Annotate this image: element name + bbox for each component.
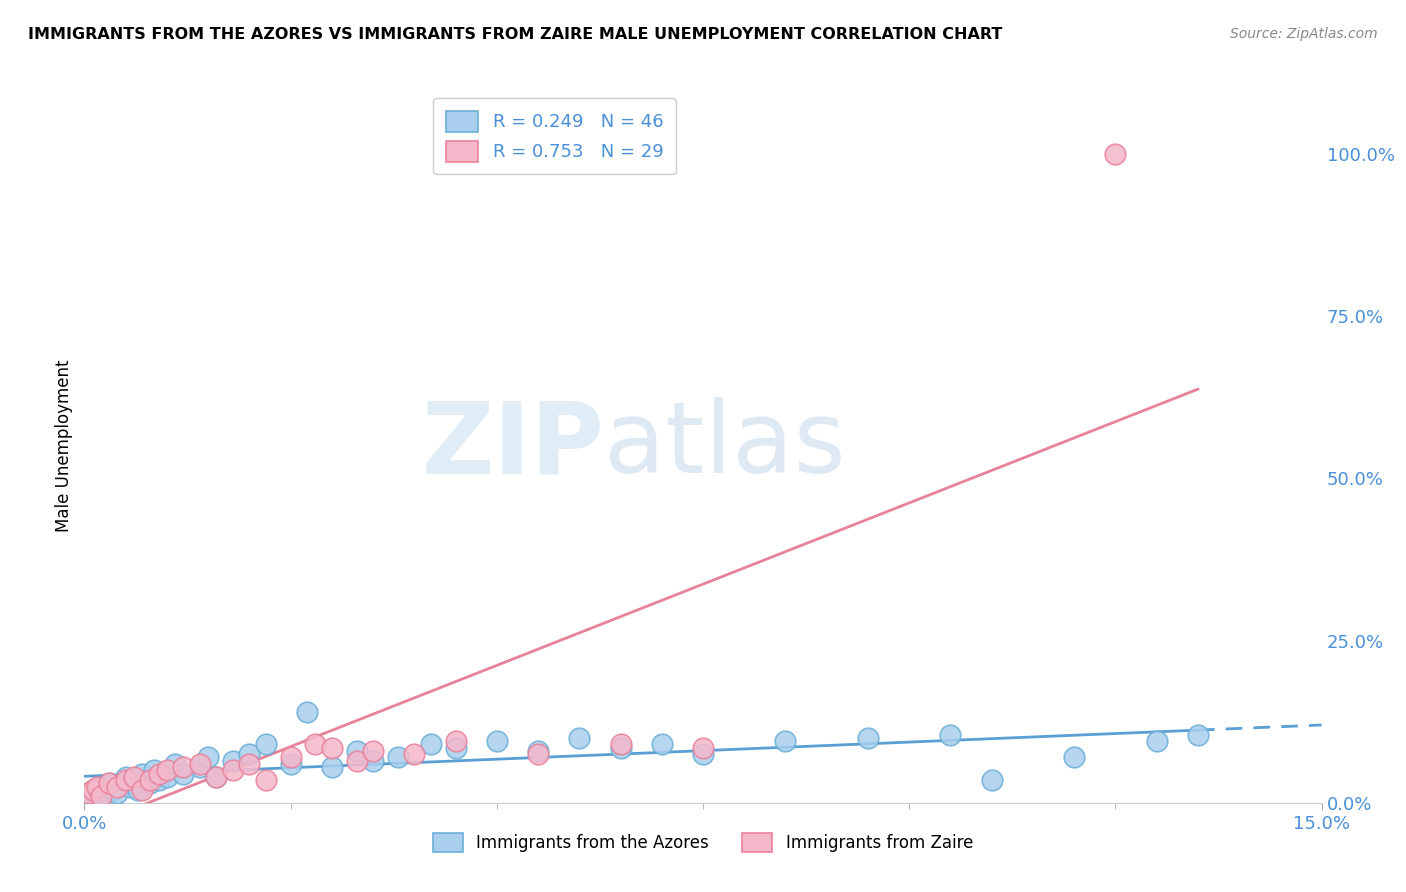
Point	[321, 740, 343, 755]
Point	[94, 786, 117, 800]
Point	[165, 756, 187, 771]
Text: atlas: atlas	[605, 398, 845, 494]
Y-axis label: Male Unemployment: Male Unemployment	[55, 359, 73, 533]
Point	[222, 764, 245, 778]
Point	[444, 740, 467, 755]
Point	[527, 747, 550, 761]
Point	[148, 773, 170, 788]
Point	[103, 782, 125, 797]
Point	[197, 750, 219, 764]
Point	[1063, 750, 1085, 764]
Point	[321, 760, 343, 774]
Point	[527, 744, 550, 758]
Point	[1104, 147, 1126, 161]
Point	[86, 780, 108, 794]
Point	[238, 747, 260, 761]
Point	[86, 789, 108, 804]
Point	[127, 782, 149, 797]
Point	[387, 750, 409, 764]
Point	[172, 760, 194, 774]
Point	[346, 744, 368, 758]
Point	[105, 780, 128, 794]
Point	[114, 770, 136, 784]
Point	[82, 782, 104, 797]
Point	[485, 734, 508, 748]
Point	[280, 750, 302, 764]
Point	[114, 773, 136, 788]
Point	[148, 766, 170, 780]
Point	[98, 776, 121, 790]
Point	[609, 740, 631, 755]
Point	[122, 773, 145, 788]
Point	[609, 738, 631, 752]
Point	[122, 770, 145, 784]
Point	[205, 770, 228, 784]
Legend: Immigrants from the Azores, Immigrants from Zaire: Immigrants from the Azores, Immigrants f…	[426, 826, 980, 859]
Point	[172, 766, 194, 780]
Point	[404, 747, 426, 761]
Point	[188, 760, 211, 774]
Point	[651, 738, 673, 752]
Point	[692, 740, 714, 755]
Point	[1146, 734, 1168, 748]
Point	[361, 744, 384, 758]
Point	[280, 756, 302, 771]
Point	[77, 786, 100, 800]
Point	[156, 764, 179, 778]
Point	[304, 738, 326, 752]
Point	[254, 773, 277, 788]
Point	[98, 776, 121, 790]
Point	[1187, 728, 1209, 742]
Point	[143, 764, 166, 778]
Point	[105, 786, 128, 800]
Text: IMMIGRANTS FROM THE AZORES VS IMMIGRANTS FROM ZAIRE MALE UNEMPLOYMENT CORRELATIO: IMMIGRANTS FROM THE AZORES VS IMMIGRANTS…	[28, 27, 1002, 42]
Point	[568, 731, 591, 745]
Point	[82, 782, 104, 797]
Point	[856, 731, 879, 745]
Point	[188, 756, 211, 771]
Text: Source: ZipAtlas.com: Source: ZipAtlas.com	[1230, 27, 1378, 41]
Point	[90, 780, 112, 794]
Point	[346, 754, 368, 768]
Point	[980, 773, 1002, 788]
Point	[692, 747, 714, 761]
Point	[419, 738, 441, 752]
Text: ZIP: ZIP	[422, 398, 605, 494]
Point	[939, 728, 962, 742]
Point	[775, 734, 797, 748]
Point	[77, 786, 100, 800]
Point	[254, 738, 277, 752]
Point	[156, 770, 179, 784]
Point	[139, 773, 162, 788]
Point	[131, 766, 153, 780]
Point	[361, 754, 384, 768]
Point	[90, 789, 112, 804]
Point	[222, 754, 245, 768]
Point	[295, 705, 318, 719]
Point	[118, 780, 141, 794]
Point	[238, 756, 260, 771]
Point	[444, 734, 467, 748]
Point	[131, 782, 153, 797]
Point	[139, 776, 162, 790]
Point	[205, 770, 228, 784]
